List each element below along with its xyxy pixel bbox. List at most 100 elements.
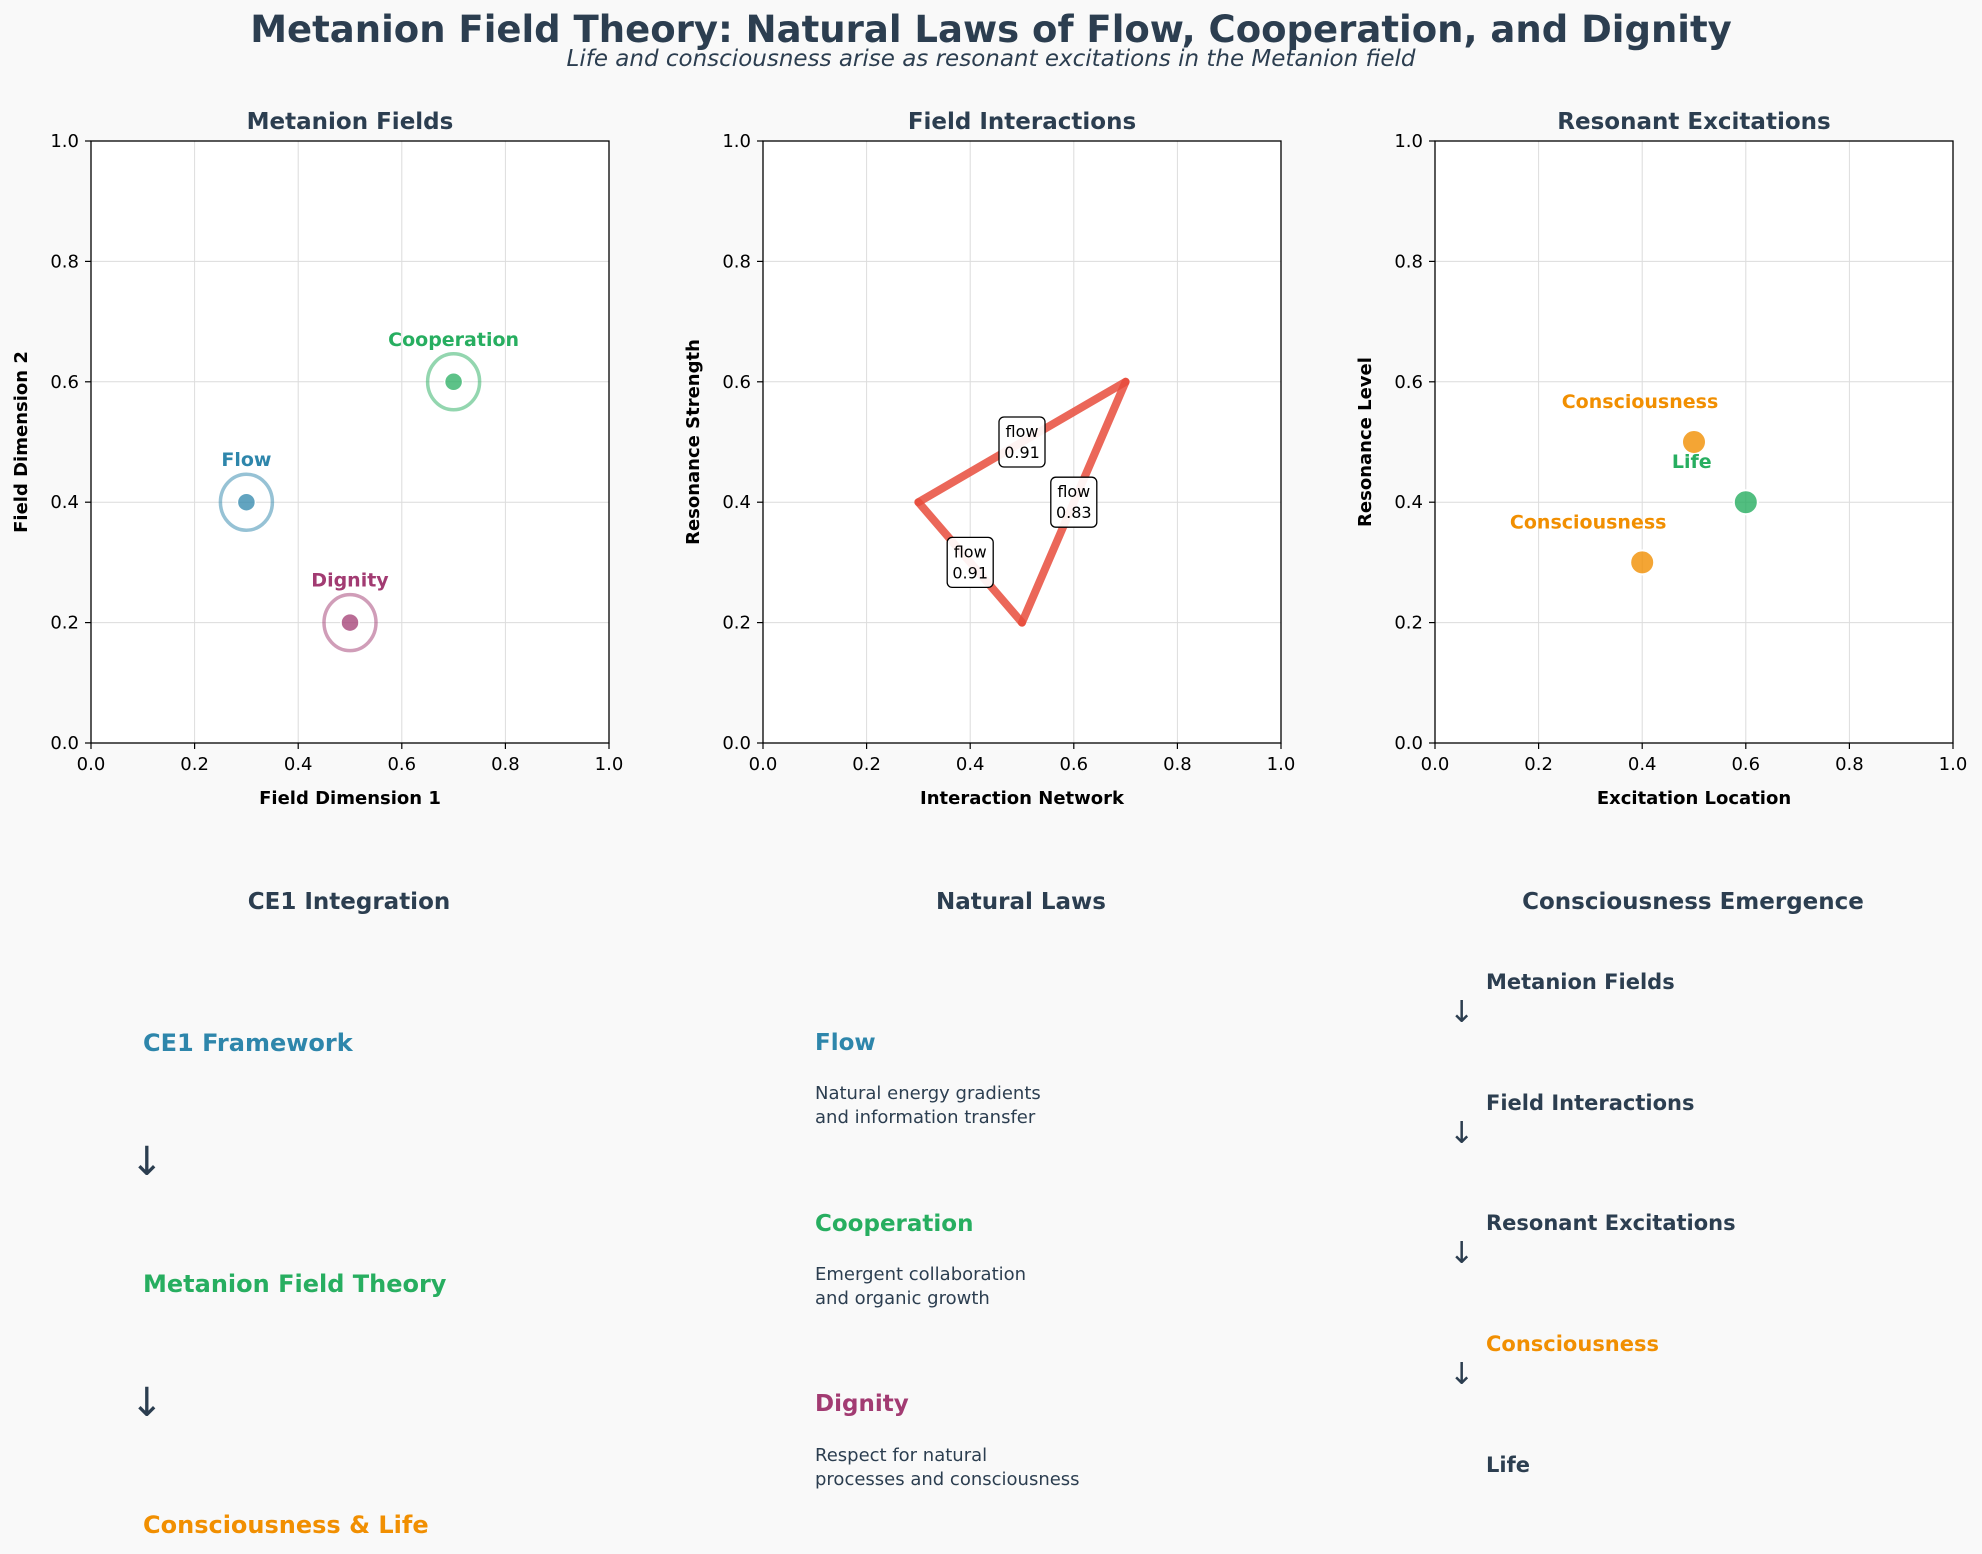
x-axis-label: Field Dimension 1 <box>259 788 441 809</box>
x-tick-label: 0.0 <box>77 754 106 775</box>
ce1-item-consciousness-life: Consciousness & Life <box>143 1511 429 1539</box>
interaction-strength-label: 0.83 <box>1056 503 1092 522</box>
laws-panel-title: Natural Laws <box>935 889 1106 915</box>
excitation-point <box>1681 429 1707 455</box>
excitation-label: Consciousness <box>1510 511 1667 533</box>
y-tick-label: 1.0 <box>1394 131 1423 152</box>
field-point <box>340 612 360 633</box>
ce1-panel-title: CE1 Integration <box>247 889 451 915</box>
law-dignity-name: Dignity <box>815 1391 909 1417</box>
y-tick-label: 0.0 <box>50 733 79 754</box>
excitation-label: Life <box>1672 451 1712 473</box>
x-tick-label: 0.6 <box>1059 754 1088 775</box>
y-tick-label: 0.2 <box>50 613 79 634</box>
interaction-label-box <box>1050 476 1098 528</box>
chart-title: Metanion Fields <box>247 109 454 135</box>
field-label: Dignity <box>311 570 389 592</box>
ce1-arrow-2: ↓ <box>130 1380 164 1426</box>
axes-frame <box>762 140 1282 744</box>
interaction-label-box <box>998 416 1046 468</box>
law-flow-name: Flow <box>815 1030 876 1056</box>
emergence-step-2: Field Interactions <box>1486 1091 1695 1115</box>
y-tick-label: 0.4 <box>1394 492 1423 513</box>
law-flow-desc: Natural energy gradients and information… <box>815 1083 1041 1129</box>
ce1-item-framework: CE1 Framework <box>143 1029 353 1057</box>
y-tick-label: 0.4 <box>722 492 751 513</box>
y-axis-label: Resonance Level <box>1355 357 1376 527</box>
chart-resonant-excitations: 0.00.0 0.2 0.2 0.4 0.4 0.6 0.6 0.8 0.8 1.0 1.0 Reso… <box>1355 109 1967 809</box>
x-tick-label: 1.0 <box>1939 754 1968 775</box>
page-subtitle: Life and consciousness arise as resonant… <box>566 46 1416 72</box>
emergence-step-1: Metanion Fields <box>1486 970 1675 994</box>
y-tick-label: 0.6 <box>722 372 751 393</box>
interaction-type-label: flow <box>954 542 987 561</box>
field-ring <box>322 592 378 653</box>
x-tick-label: 0.8 <box>491 754 520 775</box>
y-tick-label: 1.0 <box>722 131 751 152</box>
y-tick-label: 0.8 <box>722 251 751 272</box>
x-tick-label: 0.2 <box>852 754 881 775</box>
x-tick-label: 0.2 <box>180 754 209 775</box>
x-axis-label: Excitation Location <box>1597 788 1791 809</box>
chart-title: Resonant Excitations <box>1557 109 1830 135</box>
law-cooperation-desc: Emergent collaboration and organic growt… <box>815 1264 1027 1310</box>
axes-frame <box>1434 140 1954 744</box>
y-tick-label: 0.8 <box>1394 251 1423 272</box>
ce1-arrow-1: ↓ <box>130 1139 164 1185</box>
emergence-arrow-2: ↓ <box>1449 1116 1475 1151</box>
interaction-label-box <box>946 536 994 589</box>
y-tick-label: 0.6 <box>1394 372 1423 393</box>
excitation-point <box>1732 489 1759 516</box>
emergence-step-3: Resonant Excitations <box>1486 1211 1736 1235</box>
y-tick-label: 0.8 <box>50 251 79 272</box>
y-tick-label: 0.2 <box>722 613 751 634</box>
interaction-type-label: flow <box>1057 482 1090 501</box>
x-tick-label: 0.4 <box>1628 754 1657 775</box>
y-tick-label: 0.0 <box>722 733 751 754</box>
y-tick-label: 0.0 <box>1394 733 1423 754</box>
y-tick-label: 0.2 <box>1394 613 1423 634</box>
interaction-strength-label: 0.91 <box>1004 443 1040 462</box>
ce1-item-metanion: Metanion Field Theory <box>143 1270 447 1298</box>
x-tick-label: 0.6 <box>387 754 416 775</box>
x-tick-label: 0.8 <box>1163 754 1192 775</box>
x-tick-label: 0.8 <box>1835 754 1864 775</box>
y-tick-label: 0.4 <box>50 492 79 513</box>
chart-field-interactions: 0.00.0 0.2 0.2 0.4 0.4 0.6 0.6 0.8 0.8 1.0 1.0 Fiel… <box>683 109 1295 809</box>
y-axis-label: Field Dimension 2 <box>11 351 32 533</box>
x-tick-label: 0.4 <box>284 754 313 775</box>
interaction-strength-label: 0.91 <box>952 563 988 582</box>
page-title: Metanion Field Theory: Natural Laws of F… <box>250 8 1732 51</box>
field-point <box>443 372 464 392</box>
interaction-type-label: flow <box>1006 422 1039 441</box>
y-tick-label: 0.6 <box>50 372 79 393</box>
y-axis-label: Resonance Strength <box>683 339 704 545</box>
x-tick-label: 0.2 <box>1524 754 1553 775</box>
law-cooperation-name: Cooperation <box>815 1211 974 1237</box>
field-label: Flow <box>221 449 271 471</box>
x-tick-label: 0.0 <box>1421 754 1450 775</box>
field-ring <box>218 472 275 532</box>
x-tick-label: 0.6 <box>1731 754 1760 775</box>
emergence-panel-title: Consciousness Emergence <box>1522 889 1864 915</box>
excitation-point <box>1629 549 1656 576</box>
field-point <box>236 492 257 512</box>
x-tick-label: 1.0 <box>595 754 624 775</box>
excitation-label: Consciousness <box>1562 391 1719 413</box>
charts-svg: 0.00.00.20.20.40.40.60.60.80.81.01.0Meta… <box>11 109 1967 809</box>
emergence-arrow-1: ↓ <box>1449 995 1475 1030</box>
emergence-arrow-4: ↓ <box>1449 1357 1475 1392</box>
x-tick-label: 0.4 <box>956 754 985 775</box>
emergence-step-5: Life <box>1486 1453 1530 1477</box>
x-axis-label: Interaction Network <box>920 788 1125 809</box>
chart-metanion-fields: 0.00.0 0.2 0.2 0.4 0.4 0.6 0.6 0.8 0.8 1.0 1.0 Meta… <box>11 109 623 809</box>
emergence-step-4: Consciousness <box>1486 1332 1660 1356</box>
x-tick-label: 0.0 <box>749 754 778 775</box>
field-ring <box>425 352 482 412</box>
law-dignity-desc: Respect for natural processes and consci… <box>815 1445 1080 1491</box>
chart-title: Field Interactions <box>908 109 1136 135</box>
axes-frame <box>90 140 610 744</box>
plot-area <box>91 141 609 743</box>
x-tick-label: 1.0 <box>1267 754 1296 775</box>
y-tick-label: 1.0 <box>50 131 79 152</box>
